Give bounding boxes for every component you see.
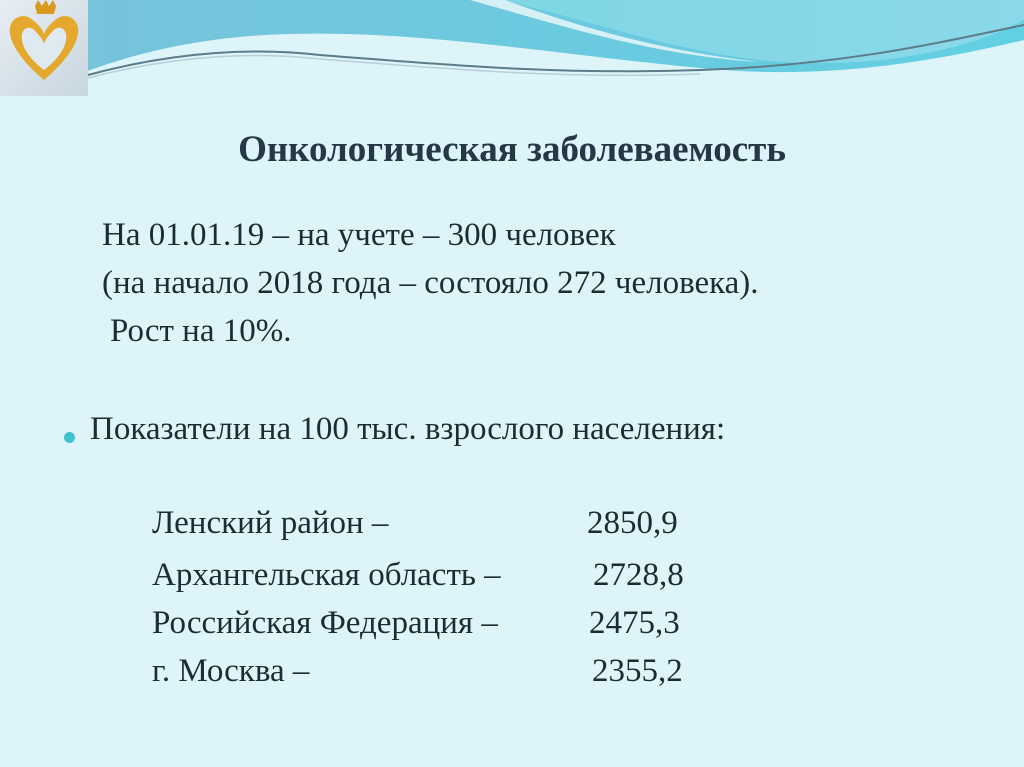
region-value: 2475,3: [589, 605, 680, 641]
region-label: г. Москва –: [152, 653, 310, 689]
round-bullet-icon: [64, 432, 75, 443]
header-wave-decoration: [0, 0, 1024, 95]
registered-count-text: На 01.01.19 – на учете – 300 человек: [102, 217, 616, 253]
region-value: 2355,2: [592, 653, 683, 689]
slide-title: Онкологическая заболеваемость: [238, 129, 786, 170]
region-label: Ленский район –: [152, 505, 389, 541]
golden-heart-crown-logo-icon: [9, 0, 79, 80]
growth-text: Рост на 10%.: [110, 313, 292, 349]
indicators-heading: Показатели на 100 тыс. взрослого населен…: [90, 411, 726, 447]
region-label: Российская Федерация –: [152, 605, 498, 641]
region-label: Архангельская область –: [152, 557, 501, 593]
region-value: 2850,9: [587, 505, 678, 541]
region-value: 2728,8: [593, 557, 684, 593]
logo: [0, 0, 88, 96]
previous-year-count-text: (на начало 2018 года – состояло 272 чело…: [102, 265, 759, 301]
